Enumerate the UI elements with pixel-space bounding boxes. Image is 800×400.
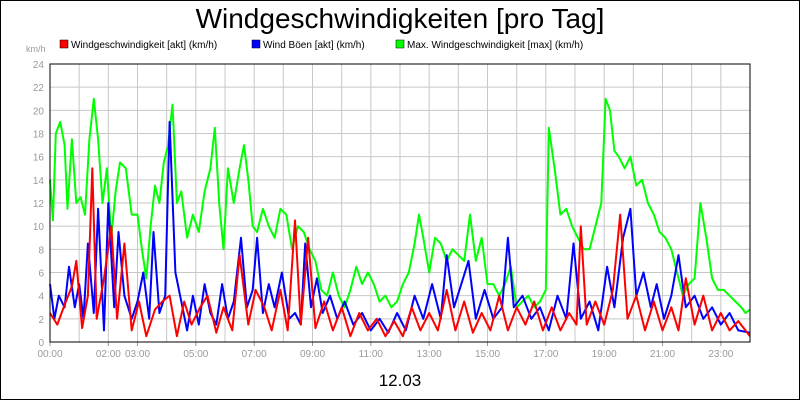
x-tick-label: 21:00 — [650, 349, 675, 360]
y-tick-label: 8 — [38, 245, 44, 256]
y-tick-label: 18 — [33, 130, 45, 141]
y-axis-unit: km/h — [26, 44, 46, 54]
legend-swatch-red — [59, 39, 69, 49]
x-tick-label: 23:00 — [708, 349, 733, 360]
x-tick-label: 17:00 — [533, 349, 558, 360]
legend-swatch-blue — [251, 39, 261, 49]
series-line-max — [49, 97, 751, 314]
y-tick-label: 12 — [33, 199, 45, 210]
y-tick-label: 10 — [33, 222, 45, 233]
y-tick-label: 20 — [33, 106, 45, 117]
y-tick-label: 4 — [38, 292, 44, 303]
x-tick-label: 02:00 — [96, 349, 121, 360]
legend-swatch-green — [395, 39, 405, 49]
y-tick-label: 22 — [33, 83, 45, 94]
legend: Windgeschwindigkeit [akt] (km/h) Wind Bö… — [59, 39, 583, 51]
x-tick-label: 07:00 — [242, 349, 267, 360]
series-line-akt — [49, 167, 751, 338]
x-tick-label: 09:00 — [300, 349, 325, 360]
chart-title: Windgeschwindigkeiten [pro Tag] — [196, 3, 605, 34]
date-label: 12.03 — [379, 371, 422, 390]
legend-label-max: Max. Windgeschwindigkeit [max] (km/h) — [407, 40, 583, 51]
y-tick-label: 24 — [33, 60, 45, 71]
x-tick-label: 03:00 — [125, 349, 150, 360]
x-axis-ticks: 00:00 02:00 03:00 05:00 07:00 09:00 11:00 13:00… — [37, 342, 734, 360]
legend-label-boeen: Wind Böen [akt] (km/h) — [263, 40, 365, 51]
y-tick-label: 14 — [33, 176, 45, 187]
legend-label-akt: Windgeschwindigkeit [akt] (km/h) — [71, 40, 217, 51]
x-tick-label: 05:00 — [183, 349, 208, 360]
x-tick-label: 15:00 — [475, 349, 500, 360]
x-tick-label: 00:00 — [37, 349, 62, 360]
y-tick-label: 16 — [33, 153, 45, 164]
plot-border — [49, 63, 751, 343]
y-tick-label: 6 — [38, 269, 44, 280]
x-tick-label: 13:00 — [417, 349, 442, 360]
x-tick-label: 11:00 — [359, 349, 384, 360]
x-tick-label: 19:00 — [592, 349, 617, 360]
y-tick-label: 0 — [38, 338, 44, 349]
series-lines — [49, 97, 751, 338]
y-tick-label: 2 — [38, 315, 44, 326]
